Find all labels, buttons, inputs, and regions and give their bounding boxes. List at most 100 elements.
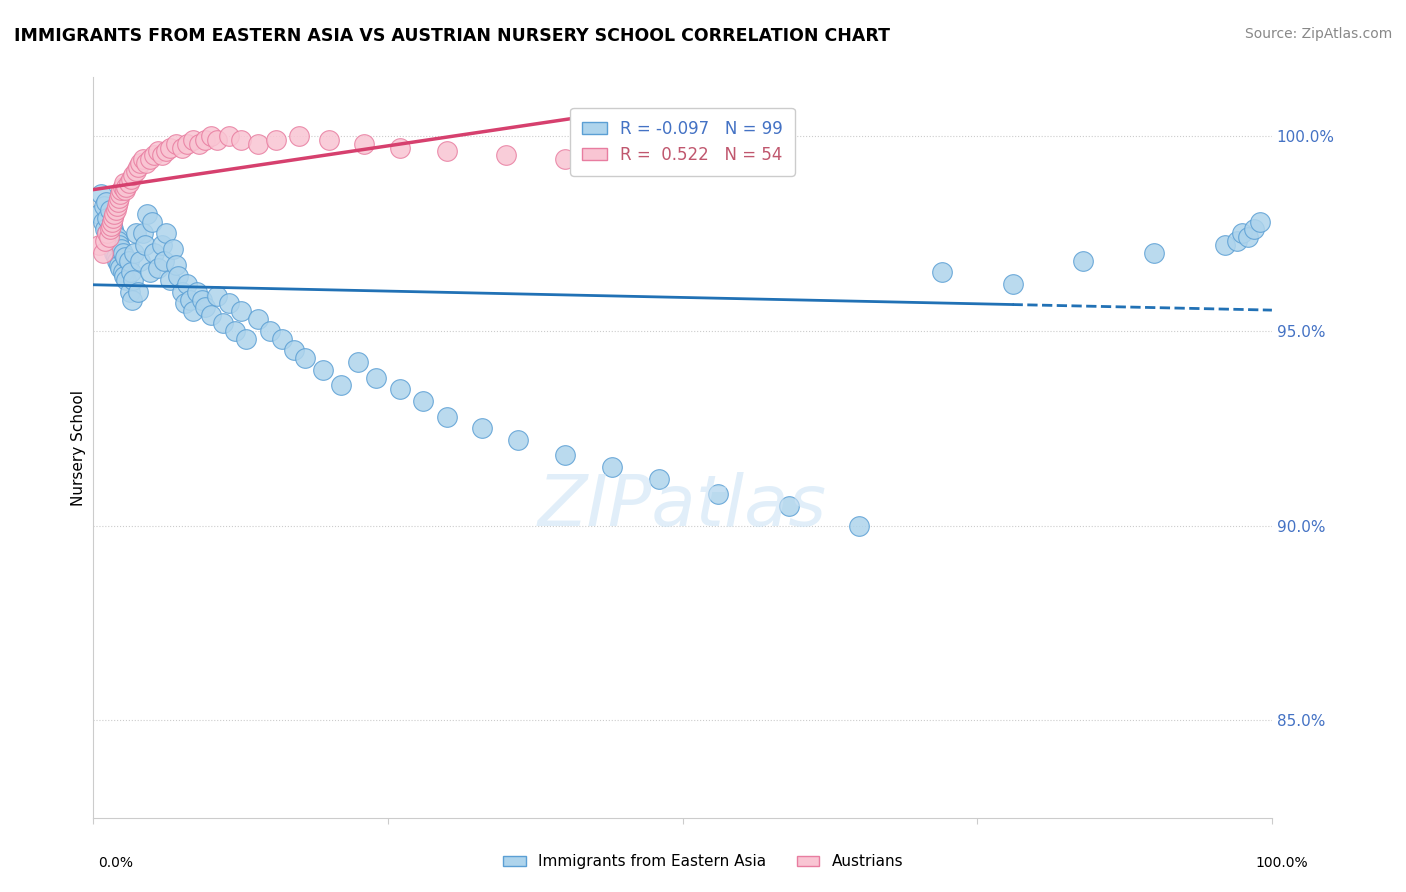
Point xyxy=(613,156,636,170)
Point xyxy=(100,219,122,233)
Point xyxy=(143,245,166,260)
Point xyxy=(931,265,953,279)
Point xyxy=(122,168,145,182)
Point xyxy=(143,148,166,162)
Point xyxy=(100,219,122,233)
Point xyxy=(183,133,205,147)
Point xyxy=(108,238,131,252)
Point xyxy=(312,363,335,377)
Point xyxy=(412,393,434,408)
Point xyxy=(135,156,157,170)
Point xyxy=(162,242,184,256)
Point xyxy=(111,265,134,279)
Point xyxy=(134,238,156,252)
Point xyxy=(96,211,118,225)
Point xyxy=(506,433,529,447)
Point xyxy=(108,258,131,272)
Point xyxy=(235,332,257,346)
Point xyxy=(104,202,127,217)
Point xyxy=(122,273,145,287)
Point xyxy=(155,227,177,241)
Point xyxy=(139,265,162,279)
Point xyxy=(229,133,252,147)
Point xyxy=(848,518,870,533)
Point xyxy=(153,253,176,268)
Point xyxy=(554,449,576,463)
Text: 100.0%: 100.0% xyxy=(1256,856,1308,871)
Legend: R = -0.097   N = 99, R =  0.522   N = 54: R = -0.097 N = 99, R = 0.522 N = 54 xyxy=(571,108,794,176)
Point xyxy=(101,214,124,228)
Point xyxy=(218,128,240,143)
Point xyxy=(778,499,800,513)
Point xyxy=(188,136,211,151)
Point xyxy=(1213,238,1236,252)
Point xyxy=(124,164,146,178)
Point xyxy=(104,250,127,264)
Text: 0.0%: 0.0% xyxy=(98,856,134,871)
Point xyxy=(105,199,128,213)
Point xyxy=(91,214,114,228)
Point xyxy=(101,238,124,252)
Point xyxy=(114,184,136,198)
Point xyxy=(159,273,181,287)
Point xyxy=(294,351,316,365)
Point xyxy=(270,332,292,346)
Point xyxy=(103,227,125,241)
Point xyxy=(264,133,287,147)
Point xyxy=(150,238,173,252)
Point xyxy=(98,202,121,217)
Point xyxy=(91,245,114,260)
Point xyxy=(471,421,494,435)
Point xyxy=(108,191,131,205)
Point xyxy=(190,293,212,307)
Point xyxy=(103,242,125,256)
Point xyxy=(436,145,458,159)
Point xyxy=(165,258,187,272)
Point xyxy=(103,211,125,225)
Point xyxy=(205,288,228,302)
Point xyxy=(114,250,136,264)
Point xyxy=(111,245,134,260)
Point xyxy=(103,207,125,221)
Point xyxy=(136,207,159,221)
Point xyxy=(170,285,193,299)
Point xyxy=(124,227,146,241)
Point xyxy=(176,136,198,151)
Point xyxy=(94,234,117,248)
Point xyxy=(127,285,149,299)
Point xyxy=(179,293,201,307)
Point xyxy=(110,242,132,256)
Point xyxy=(200,128,222,143)
Point xyxy=(120,171,142,186)
Point xyxy=(90,187,112,202)
Point xyxy=(600,460,623,475)
Point xyxy=(347,355,370,369)
Point xyxy=(1071,253,1094,268)
Point xyxy=(353,136,375,151)
Point xyxy=(388,382,411,396)
Point xyxy=(155,145,177,159)
Point xyxy=(115,273,138,287)
Point xyxy=(329,378,352,392)
Point xyxy=(176,277,198,291)
Point xyxy=(94,195,117,210)
Point xyxy=(1001,277,1024,291)
Point xyxy=(94,222,117,236)
Point xyxy=(139,153,162,167)
Text: ZIPatlas: ZIPatlas xyxy=(538,473,827,541)
Point xyxy=(170,140,193,154)
Point xyxy=(436,409,458,424)
Point xyxy=(87,207,110,221)
Point xyxy=(97,230,120,244)
Point xyxy=(218,296,240,310)
Point xyxy=(364,370,387,384)
Point xyxy=(120,265,142,279)
Point xyxy=(127,160,149,174)
Point xyxy=(1237,230,1260,244)
Point xyxy=(205,133,228,147)
Point xyxy=(103,245,125,260)
Point xyxy=(1243,222,1265,236)
Point xyxy=(165,136,187,151)
Point xyxy=(283,343,305,358)
Point xyxy=(112,269,135,284)
